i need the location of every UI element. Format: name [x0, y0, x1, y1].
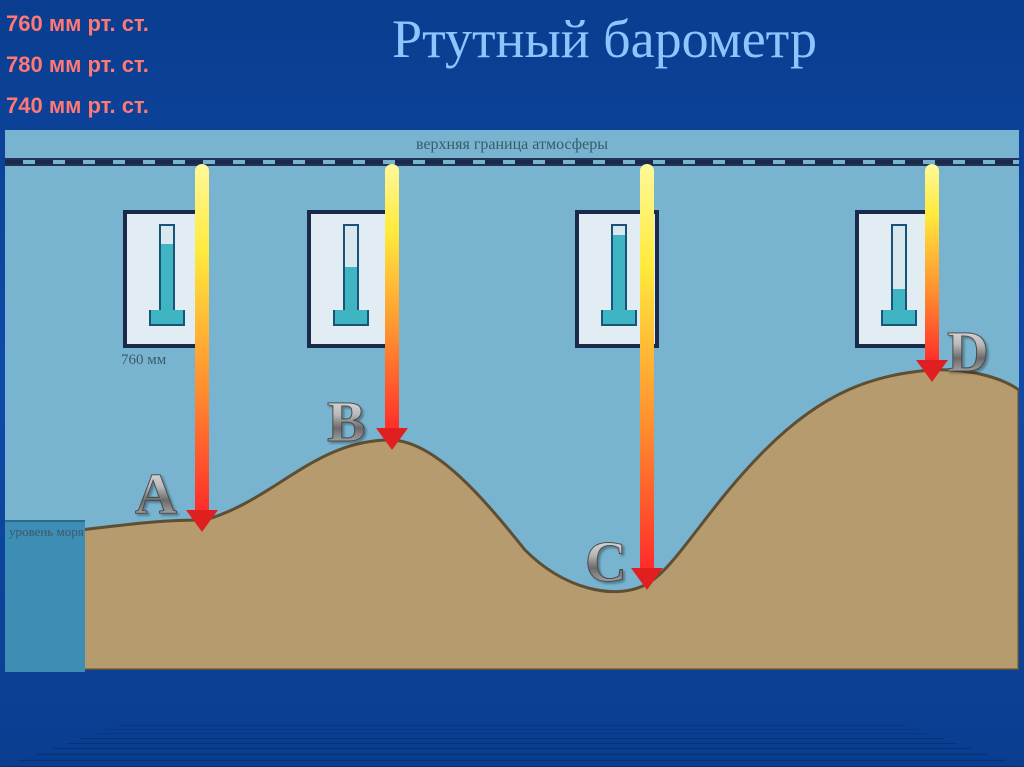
pressure-arrow-c [640, 164, 654, 572]
pressure-option[interactable]: 780 мм рт. ст. [6, 47, 149, 82]
pressure-diagram: верхняя граница атмосферы уровень моря 7… [5, 130, 1019, 670]
pressure-option[interactable]: 760 мм рт. ст. [6, 6, 149, 41]
point-label-b: B [327, 388, 366, 455]
pressure-arrow-d [925, 164, 939, 364]
point-label-d: D [947, 318, 989, 385]
pressure-option[interactable]: 740 мм рт. ст. [6, 88, 149, 123]
sea-region [5, 520, 85, 672]
sea-level-label: уровень моря [9, 524, 84, 540]
atmosphere-boundary-line [5, 158, 1019, 166]
atmosphere-boundary-label: верхняя граница атмосферы [5, 136, 1019, 154]
slide: Ртутный барометр 760 мм рт. ст. 780 мм р… [0, 0, 1024, 767]
point-label-c: C [585, 528, 627, 595]
slide-floor-decoration [0, 722, 1024, 767]
point-label-a: A [135, 460, 177, 527]
barometer-caption: 760 мм [121, 352, 166, 369]
pressure-arrow-a [195, 164, 209, 514]
slide-title: Ртутный барометр [225, 8, 984, 70]
pressure-arrow-b [385, 164, 399, 432]
barometer-b [307, 210, 391, 348]
